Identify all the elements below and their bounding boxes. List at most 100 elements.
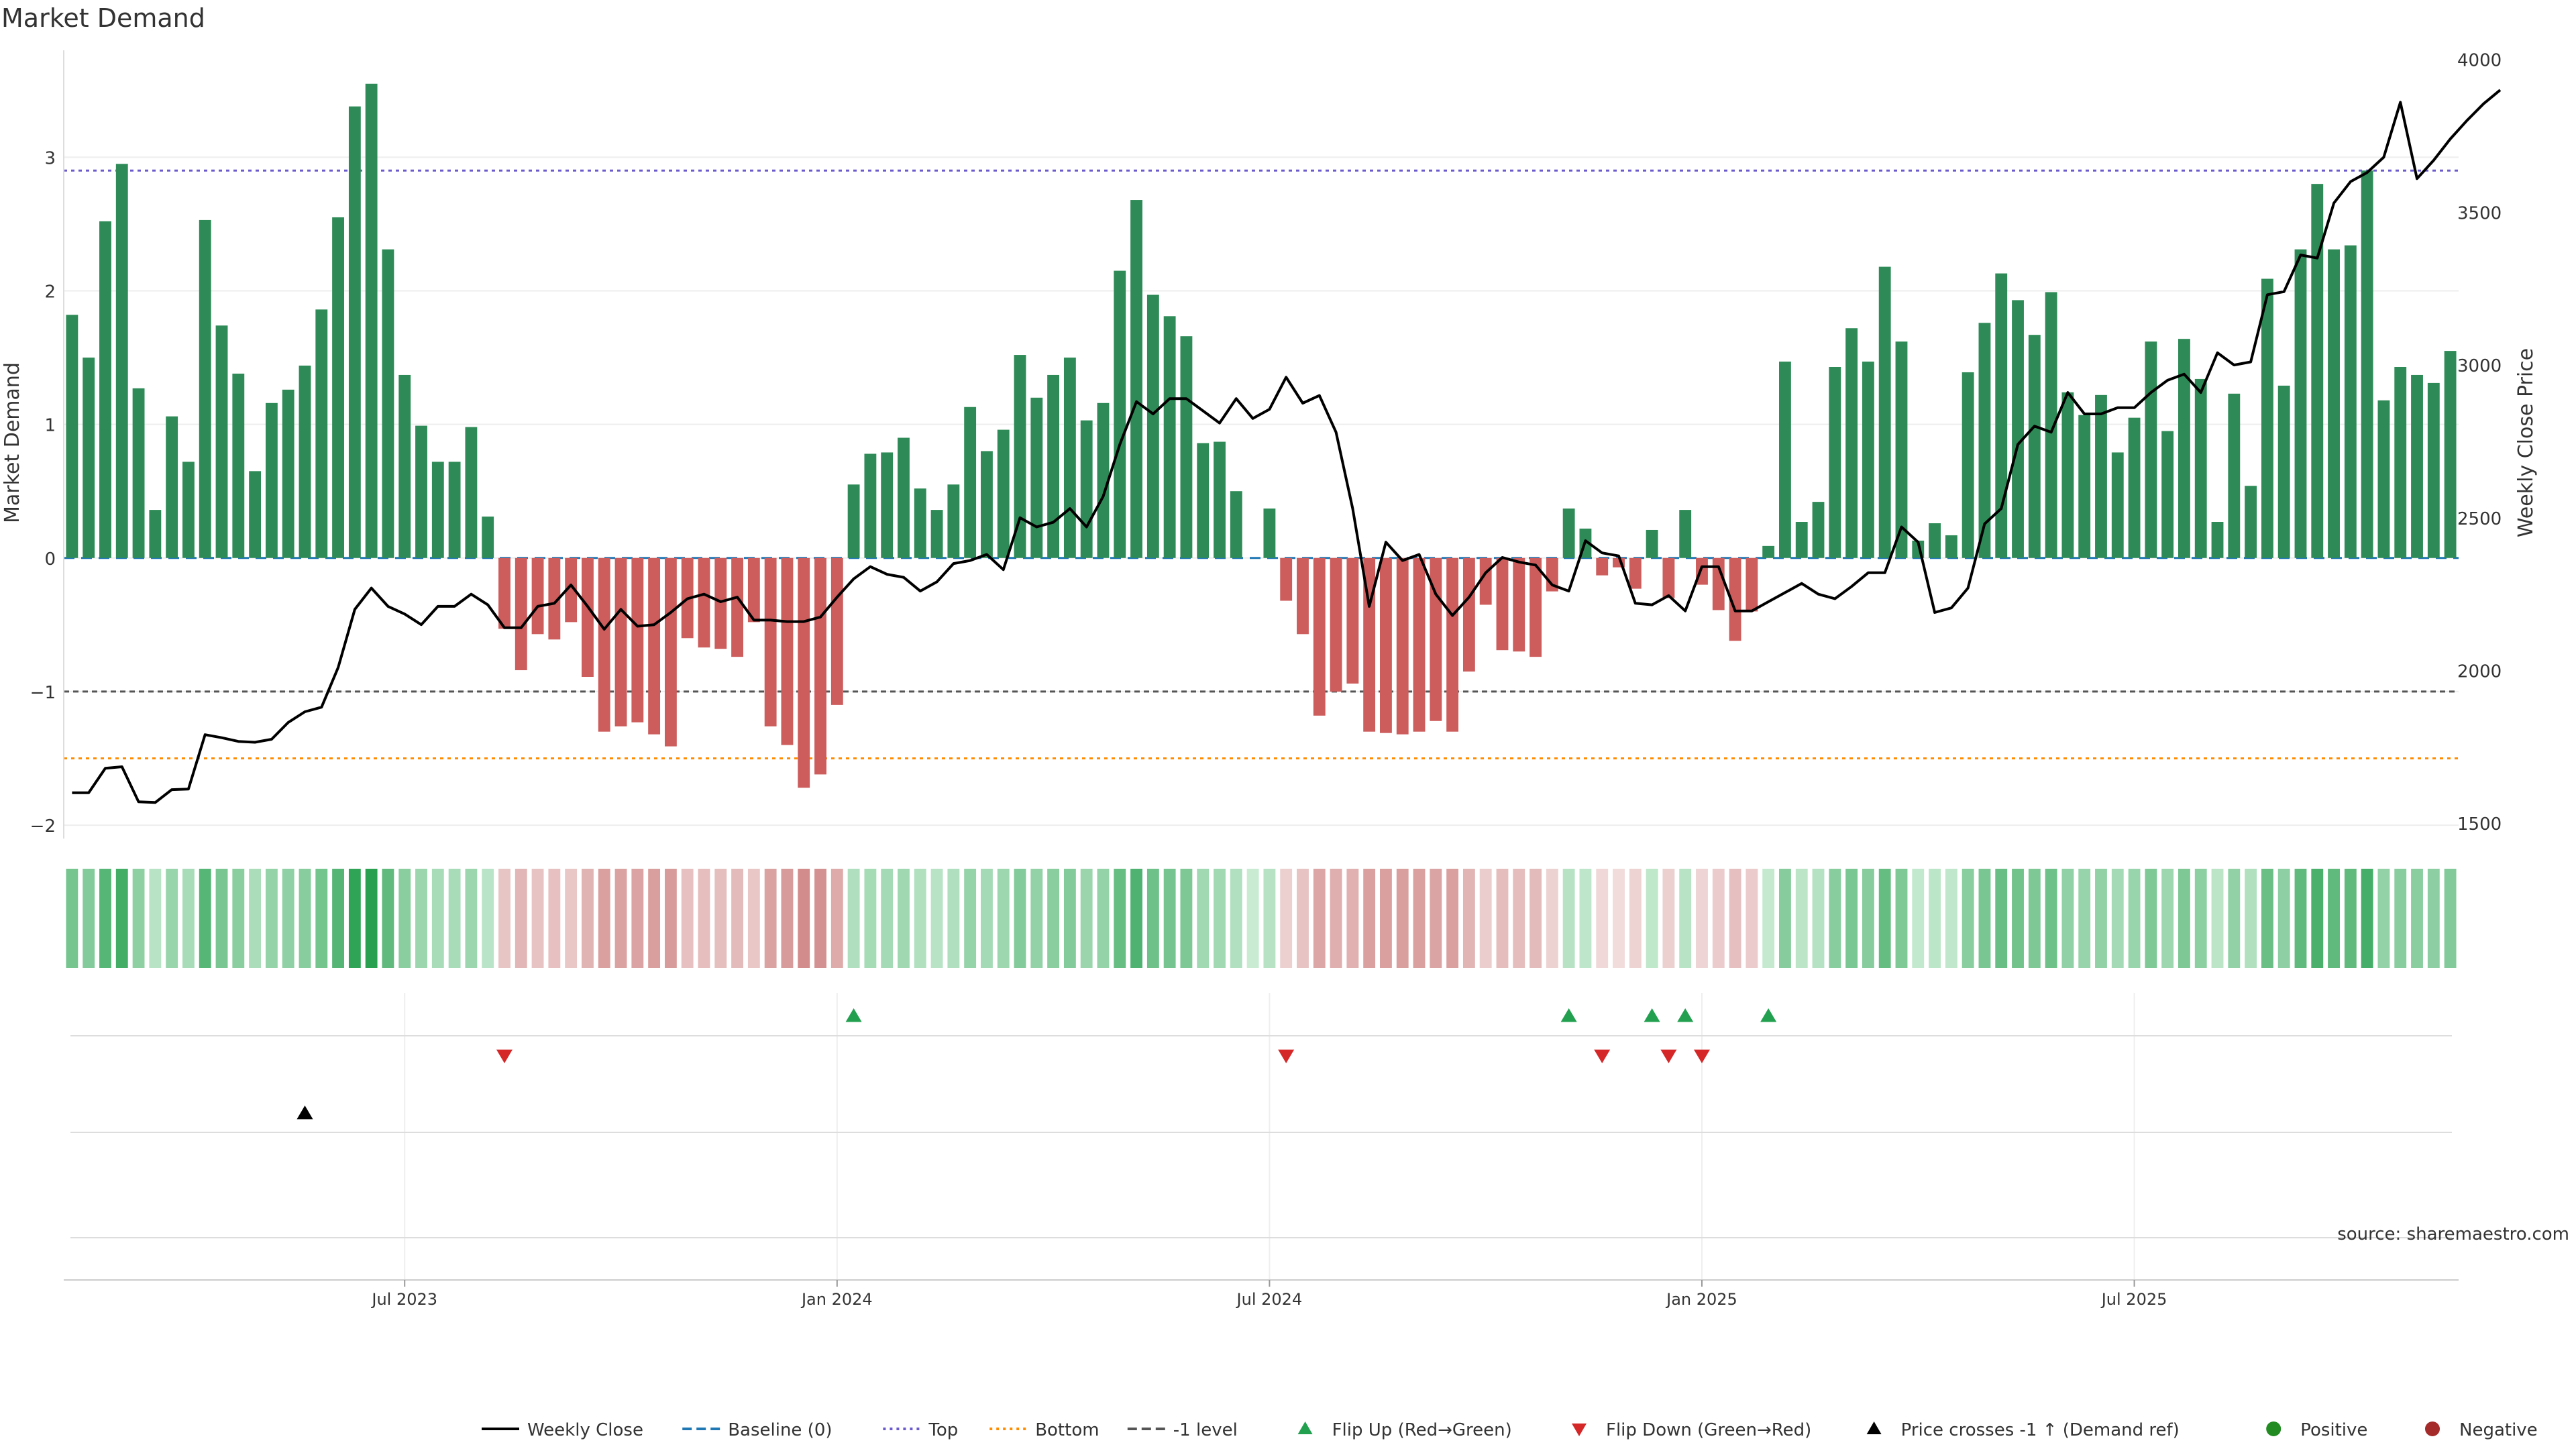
heat-cell — [2145, 869, 2157, 968]
demand-bar — [1280, 557, 1293, 601]
y2-tick-label: 4000 — [2457, 51, 2502, 71]
heat-cell — [2377, 869, 2390, 968]
heat-cell — [1114, 869, 1126, 968]
heat-cell — [1130, 869, 1142, 968]
demand-bar — [764, 557, 777, 727]
heat-cell — [947, 869, 960, 968]
legend-label: Positive — [2300, 1420, 2367, 1440]
demand-bar — [149, 510, 162, 558]
demand-bar — [1995, 273, 2008, 558]
demand-bar — [1014, 355, 1026, 558]
heat-cell — [1562, 869, 1575, 968]
heat-cell — [764, 869, 777, 968]
heat-cell — [1613, 869, 1625, 968]
weekly-close-line — [72, 89, 2502, 804]
demand-bar — [1529, 557, 1542, 657]
heat-cell — [1263, 869, 1276, 968]
demand-bar — [1446, 557, 1459, 732]
demand-bar — [2145, 341, 2157, 558]
heat-cell — [1646, 869, 1658, 968]
heat-cell — [1845, 869, 1858, 968]
heat-cell — [864, 869, 877, 968]
heat-cell — [1330, 869, 1342, 968]
flip-up-marker — [1760, 1008, 1777, 1022]
heat-cell — [498, 869, 511, 968]
heat-cell — [614, 869, 627, 968]
heat-cell — [1529, 869, 1542, 968]
demand-bar — [1479, 557, 1492, 605]
heat-cell — [398, 869, 411, 968]
demand-bar — [981, 451, 993, 558]
x-tick-label: Jul 2024 — [1236, 1290, 1303, 1309]
demand-bar — [2444, 351, 2457, 558]
demand-bar — [747, 557, 760, 623]
demand-bar — [1845, 328, 1858, 558]
demand-bar — [1812, 502, 1825, 558]
demand-bar — [1413, 557, 1426, 732]
demand-bar — [582, 557, 594, 678]
demand-bar — [631, 557, 644, 722]
source-label: source: sharemaestro.com — [2337, 1224, 2569, 1244]
heat-cell — [332, 869, 344, 968]
heat-cell — [2078, 869, 2091, 968]
demand-bar — [1878, 266, 1891, 558]
demand-bar — [299, 366, 311, 558]
heat-cell — [348, 869, 361, 968]
demand-bar — [1363, 557, 1376, 732]
heat-cell — [997, 869, 1010, 968]
demand-bar — [215, 325, 228, 558]
heat-cell — [1479, 869, 1492, 968]
heat-cell — [1363, 869, 1376, 968]
demand-bar — [1063, 358, 1076, 558]
demand-bar — [1596, 557, 1609, 576]
heat-cell — [664, 869, 677, 968]
heat-cell — [431, 869, 444, 968]
y-axis-label: Market Demand — [1, 362, 24, 523]
demand-bar — [1330, 557, 1342, 692]
heat-cell — [1197, 869, 1210, 968]
y-tick-label: 3 — [44, 148, 56, 168]
demand-bar — [249, 471, 262, 558]
heat-cell — [598, 869, 610, 968]
heat-cell — [232, 869, 245, 968]
demand-bar — [2311, 184, 2324, 558]
heat-cell — [1696, 869, 1708, 968]
demand-bar — [265, 402, 278, 558]
demand-bar — [448, 462, 461, 558]
flip-down-marker — [1594, 1049, 1611, 1063]
heat-cell — [115, 869, 128, 968]
heat-cell — [1995, 869, 2008, 968]
demand-bar — [1779, 362, 1791, 558]
heat-cell — [482, 869, 494, 968]
heat-cell — [1596, 869, 1609, 968]
legend-label: Price crosses -1 ↑ (Demand ref) — [1901, 1420, 2180, 1440]
heat-cell — [1762, 869, 1775, 968]
demand-bar — [2277, 385, 2290, 558]
heat-cell — [548, 869, 561, 968]
heat-cell — [1929, 869, 1941, 968]
demand-bar — [1163, 316, 1176, 558]
heat-cell — [2111, 869, 2124, 968]
heat-cell — [1014, 869, 1026, 968]
heat-cell — [731, 869, 743, 968]
demand-bar — [2211, 522, 2224, 558]
heat-cell — [1047, 869, 1060, 968]
demand-bar — [365, 83, 378, 558]
heat-cell — [1380, 869, 1392, 968]
heat-cell — [1978, 869, 1991, 968]
legend-swatch — [1866, 1421, 1882, 1434]
demand-bar — [1097, 402, 1110, 558]
demand-bar — [348, 106, 361, 558]
heat-cell — [2045, 869, 2057, 968]
demand-bar — [1462, 557, 1475, 672]
demand-bar — [1829, 366, 1841, 558]
demand-bar — [1762, 545, 1775, 558]
heat-cell — [515, 869, 527, 968]
demand-bar — [166, 416, 178, 558]
demand-bar — [115, 164, 128, 558]
heat-cell — [215, 869, 228, 968]
demand-bar — [914, 488, 926, 558]
demand-bar — [1380, 557, 1392, 733]
heat-cell — [1097, 869, 1110, 968]
heat-cell — [2361, 869, 2373, 968]
